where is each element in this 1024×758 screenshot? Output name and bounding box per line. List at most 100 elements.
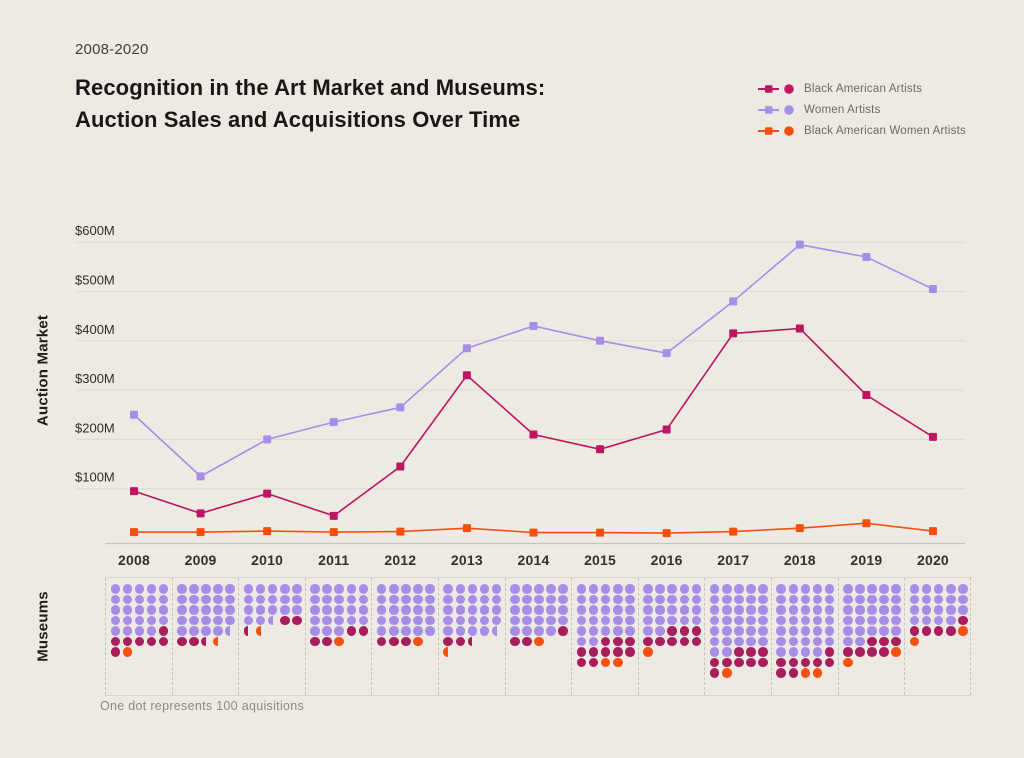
acquisition-dot: [612, 584, 623, 594]
acquisition-dot: [643, 626, 653, 636]
acquisition-dot: [879, 615, 889, 626]
acquisition-dot: [292, 615, 302, 626]
acquisition-dot: [558, 584, 569, 594]
dot-row: [843, 584, 904, 595]
acquisition-dot: [292, 594, 302, 605]
dot-row: [376, 636, 438, 648]
acquisition-dot: [734, 615, 744, 626]
acquisition-dot: [134, 626, 145, 636]
dot-row: [643, 584, 704, 595]
acquisition-dot: [158, 584, 169, 594]
acquisition-dot: [721, 657, 732, 668]
dot-row: [177, 605, 238, 616]
line-square-circle-marker-icon: [758, 104, 794, 115]
acquisition-dot: [122, 647, 133, 657]
acquisition-dot: [358, 605, 369, 615]
museums-dot-matrix: [105, 577, 971, 696]
dot-unit-note: One dot represents 100 aquisitions: [100, 699, 305, 713]
dot-row: [376, 626, 438, 637]
year-label-2012: 2012: [384, 552, 417, 568]
acquisition-dot: [600, 584, 611, 594]
acquisition-dot: [588, 657, 599, 668]
acquisition-dot: [443, 647, 449, 657]
acquisition-dot: [855, 594, 865, 605]
dot-row: [643, 594, 704, 606]
acquisition-dot: [322, 626, 332, 636]
acquisition-dot: [643, 636, 653, 647]
svg-text:$600M: $600M: [75, 223, 115, 238]
acquisition-dot: [201, 615, 211, 626]
acquisition-dot: [425, 626, 435, 636]
acquisition-dot: [491, 584, 502, 594]
acquisition-dot: [588, 636, 599, 647]
acquisition-dot: [625, 647, 635, 657]
acquisition-dot: [746, 584, 756, 594]
acquisition-dot: [812, 605, 823, 615]
dot-row: [776, 626, 837, 637]
acquisition-dot: [158, 615, 169, 626]
acquisition-dot: [788, 657, 799, 668]
acquisition-dot: [945, 615, 956, 626]
acquisition-dot: [788, 584, 799, 594]
acquisition-dot: [721, 615, 732, 626]
dot-row: [909, 605, 970, 616]
dot-row: [776, 668, 837, 679]
acquisition-dot: [679, 584, 690, 594]
acquisition-dot: [933, 626, 944, 636]
acquisition-dot: [655, 584, 665, 594]
acquisition-dot: [891, 636, 901, 647]
dot-row: [376, 584, 438, 595]
acquisition-dot: [510, 594, 520, 605]
acquisition-dot: [534, 605, 544, 615]
acquisition-dot: [600, 636, 611, 647]
dot-row: [643, 626, 704, 637]
acquisition-dot: [576, 584, 587, 594]
acquisition-dot: [843, 657, 853, 668]
acquisition-dot: [855, 626, 865, 636]
acquisition-dot: [322, 605, 332, 615]
acquisition-dot: [546, 615, 556, 626]
acquisition-dot: [612, 636, 623, 647]
acquisition-dot: [655, 605, 665, 615]
acquisition-dot: [376, 626, 387, 636]
acquisition-dot: [758, 626, 768, 636]
acquisition-dot: [534, 594, 544, 605]
dot-row: [843, 647, 904, 658]
acquisition-dot: [812, 626, 823, 636]
acquisition-dot: [255, 584, 266, 594]
acquisition-dot: [146, 605, 157, 615]
acquisition-dot: [891, 647, 901, 657]
acquisition-dot: [467, 626, 478, 636]
acquisition-dot: [788, 594, 799, 605]
acquisition-dot: [879, 594, 889, 605]
dot-row: [443, 605, 504, 616]
acquisition-dot: [776, 647, 787, 657]
dot-row: [576, 626, 638, 637]
acquisition-dot: [843, 626, 853, 636]
acquisition-dot: [413, 594, 423, 605]
acquisition-dot: [788, 647, 799, 657]
dot-row: [709, 647, 771, 658]
acquisition-dot: [267, 594, 278, 605]
acquisition-dot: [824, 594, 835, 605]
acquisition-dot: [746, 626, 756, 636]
acquisition-dot: [225, 615, 236, 626]
acquisition-dot: [558, 594, 569, 605]
acquisition-dot: [625, 584, 635, 594]
acquisition-dot: [909, 626, 920, 636]
year-label-2014: 2014: [517, 552, 550, 568]
acquisition-dot: [522, 636, 532, 647]
dot-row: [243, 594, 305, 606]
dot-row: [443, 584, 504, 595]
dot-row: [709, 615, 771, 627]
acquisition-dot: [879, 584, 889, 594]
acquisition-dot: [310, 594, 320, 605]
acquisition-dot: [376, 584, 387, 594]
acquisition-dot: [758, 594, 768, 605]
acquisition-dot: [510, 584, 520, 594]
acquisition-dot: [600, 647, 611, 657]
acquisition-dot: [189, 615, 199, 626]
acquisition-dot: [855, 636, 865, 647]
acquisition-dot: [546, 594, 556, 605]
acquisition-dot: [334, 594, 345, 605]
